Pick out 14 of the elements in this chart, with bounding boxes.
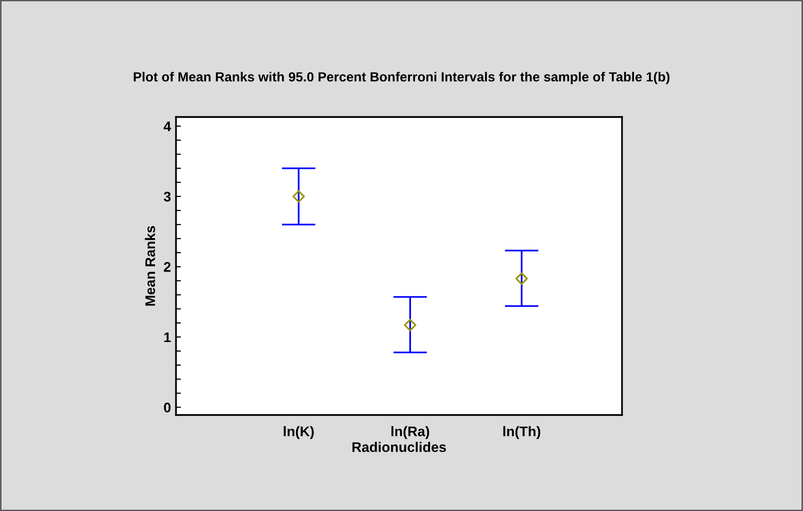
y-tick-label: 4	[164, 122, 172, 132]
point	[404, 318, 416, 332]
point	[515, 272, 528, 285]
y-tick-label: 3	[164, 192, 171, 202]
x-tick-label: ln(Ra)	[391, 426, 430, 440]
y-tick-label: 0	[164, 402, 171, 412]
chart-title: Plot of Mean Ranks with 95.0 Percent Bonferroni Intervals for the sample of Table 1(b)	[134, 72, 670, 84]
y-axis-title: Mean Ranks	[144, 226, 156, 306]
x-tick-label: ln(K)	[284, 426, 314, 440]
x-axis-title: Radionuclides	[352, 442, 446, 452]
point	[292, 190, 305, 203]
x-tick-label: ln(Th)	[503, 426, 540, 440]
y-tick-label: 2	[164, 262, 171, 272]
y-tick-label: 1	[164, 332, 171, 342]
